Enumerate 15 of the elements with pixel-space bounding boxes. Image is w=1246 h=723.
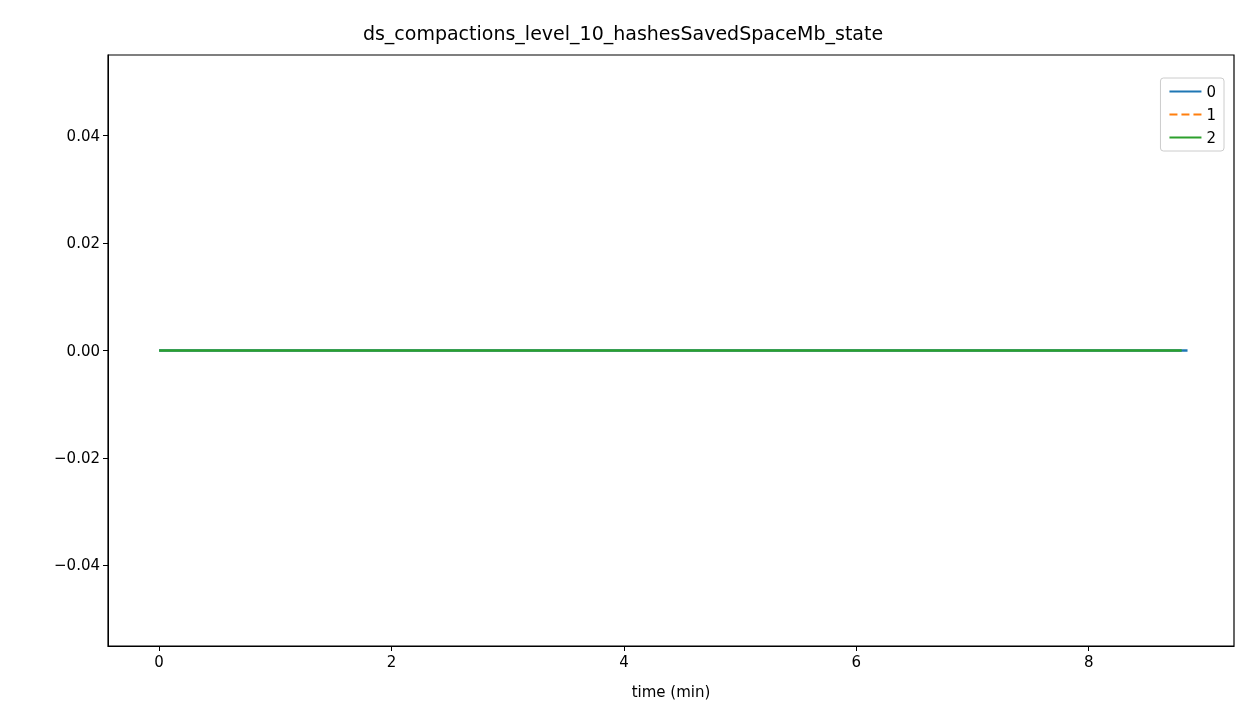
legend-label: 1 <box>1206 105 1216 124</box>
x-tick-label: 0 <box>154 652 164 671</box>
y-tick-label: 0.04 <box>66 126 100 145</box>
y-tick-label: 0.02 <box>66 234 100 253</box>
legend-label: 2 <box>1206 128 1216 147</box>
y-tick-label: 0.00 <box>66 341 100 360</box>
legend-label: 0 <box>1206 82 1216 101</box>
x-axis-title: time (min) <box>631 682 711 701</box>
x-tick-label: 4 <box>619 652 629 671</box>
x-tick-label: 2 <box>386 652 397 671</box>
y-tick-label: −0.04 <box>54 556 100 575</box>
y-tick-label: −0.02 <box>54 448 100 467</box>
x-tick-label: 8 <box>1083 652 1094 671</box>
x-tick-label: 6 <box>851 652 862 671</box>
chart-title: ds_compactions_level_10_hashesSavedSpaceMb_state <box>362 21 884 45</box>
